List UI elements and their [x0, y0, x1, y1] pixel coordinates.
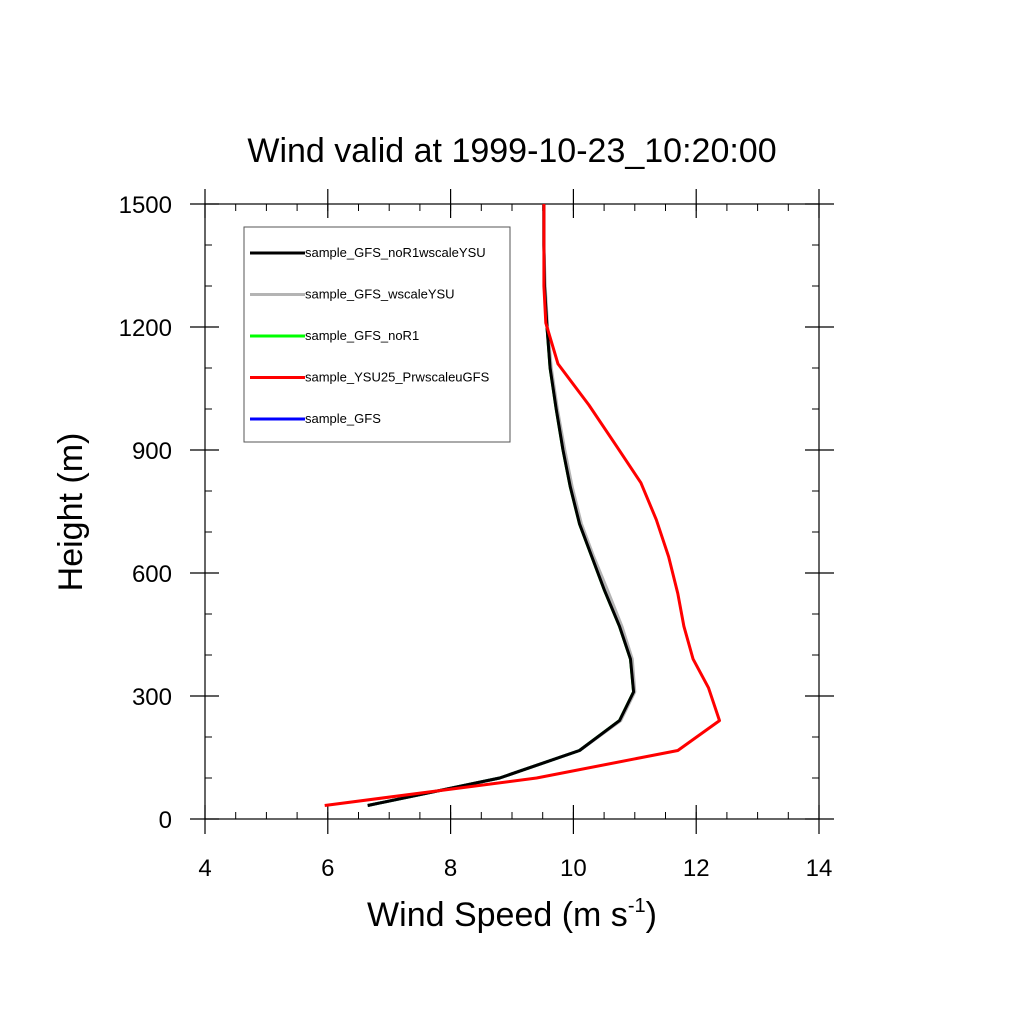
x-axis-label-superscript: -1 [628, 895, 646, 917]
legend-entry: sample_GFS_noR1 [250, 328, 419, 343]
y-tick-label: 0 [159, 807, 172, 834]
x-tick-label: 10 [560, 855, 587, 882]
y-tick-label: 1500 [119, 192, 172, 219]
y-tick-label: 900 [132, 438, 172, 465]
x-tick-label: 4 [198, 855, 211, 882]
legend-entry: sample_GFS_noR1wscaleYSU [250, 245, 486, 260]
legend-label: sample_YSU25_PrwscaleuGFS [305, 370, 490, 385]
x-axis-label: Wind Speed (m s-1) [367, 895, 657, 934]
legend-label: sample_GFS_noR1 [305, 328, 419, 343]
legend-label: sample_GFS_noR1wscaleYSU [305, 245, 486, 260]
y-tick-labels: 0 300 600 900 1200 1500 [119, 192, 172, 834]
y-tick-label: 300 [132, 684, 172, 711]
series-line-sample_YSU25_PrwscaleuGFS [324, 204, 721, 807]
major-ticks [190, 189, 834, 834]
legend-label: sample_GFS [305, 411, 381, 426]
x-axis-label-main: Wind Speed (m s [367, 896, 628, 934]
x-tick-label: 12 [683, 855, 710, 882]
legend-label: sample_GFS_wscaleYSU [305, 287, 455, 302]
y-tick-label: 600 [132, 561, 172, 588]
legend-entry: sample_GFS_wscaleYSU [250, 287, 455, 302]
x-tick-label: 14 [806, 855, 833, 882]
x-tick-labels: 4 6 8 10 12 14 [198, 855, 832, 882]
legend-entry: sample_GFS [250, 411, 381, 426]
x-tick-label: 8 [444, 855, 457, 882]
chart-title: Wind valid at 1999-10-23_10:20:00 [247, 132, 776, 170]
series-lines [324, 204, 721, 807]
y-tick-label: 1200 [119, 315, 172, 342]
legend-entry: sample_YSU25_PrwscaleuGFS [250, 370, 490, 385]
x-axis-label-close: ) [646, 896, 657, 934]
x-tick-label: 6 [321, 855, 334, 882]
y-axis-label: Height (m) [52, 433, 90, 592]
legend: sample_GFS_noR1wscaleYSU sample_GFS_wscal… [243, 226, 511, 443]
